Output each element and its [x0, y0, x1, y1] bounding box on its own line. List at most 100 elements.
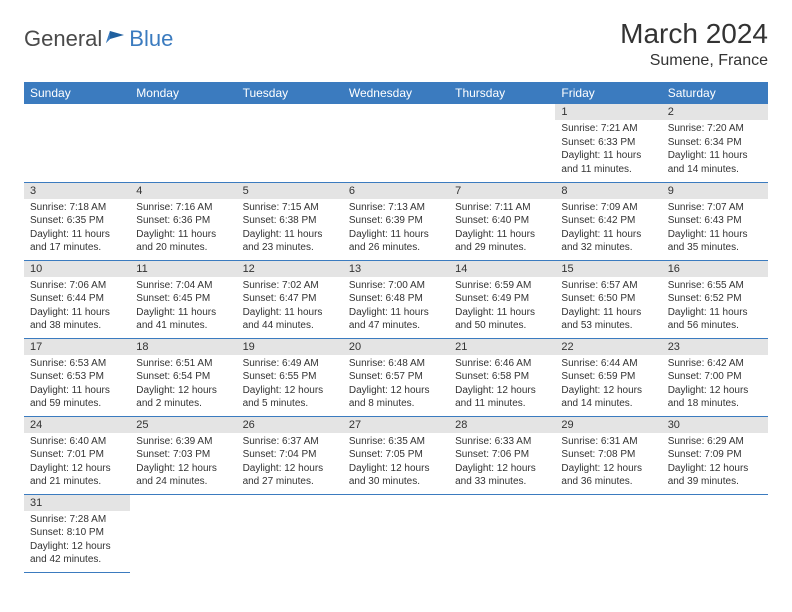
daylight-text: and 53 minutes.: [561, 319, 655, 333]
day-content: Sunrise: 6:57 AMSunset: 6:50 PMDaylight:…: [555, 277, 661, 337]
day-number: 29: [555, 417, 661, 433]
day-content: Sunrise: 6:29 AMSunset: 7:09 PMDaylight:…: [662, 433, 768, 493]
daylight-text: Daylight: 11 hours: [136, 228, 230, 242]
daylight-text: and 47 minutes.: [349, 319, 443, 333]
daylight-text: Daylight: 11 hours: [561, 306, 655, 320]
calendar-week-row: 3Sunrise: 7:18 AMSunset: 6:35 PMDaylight…: [24, 182, 768, 260]
day-content: Sunrise: 6:33 AMSunset: 7:06 PMDaylight:…: [449, 433, 555, 493]
calendar-day-cell: 11Sunrise: 7:04 AMSunset: 6:45 PMDayligh…: [130, 260, 236, 338]
daylight-text: and 11 minutes.: [455, 397, 549, 411]
sunset-text: Sunset: 6:49 PM: [455, 292, 549, 306]
day-content: Sunrise: 7:02 AMSunset: 6:47 PMDaylight:…: [237, 277, 343, 337]
sunrise-text: Sunrise: 6:31 AM: [561, 435, 655, 449]
day-content: Sunrise: 6:53 AMSunset: 6:53 PMDaylight:…: [24, 355, 130, 415]
daylight-text: and 24 minutes.: [136, 475, 230, 489]
sunset-text: Sunset: 6:38 PM: [243, 214, 337, 228]
day-number: 17: [24, 339, 130, 355]
day-number: 7: [449, 183, 555, 199]
day-number: 30: [662, 417, 768, 433]
sunset-text: Sunset: 7:09 PM: [668, 448, 762, 462]
sunset-text: Sunset: 7:08 PM: [561, 448, 655, 462]
day-content: Sunrise: 6:37 AMSunset: 7:04 PMDaylight:…: [237, 433, 343, 493]
day-content: Sunrise: 7:20 AMSunset: 6:34 PMDaylight:…: [662, 120, 768, 180]
calendar-empty-cell: [237, 494, 343, 572]
sunset-text: Sunset: 6:58 PM: [455, 370, 549, 384]
daylight-text: Daylight: 11 hours: [668, 149, 762, 163]
daylight-text: and 8 minutes.: [349, 397, 443, 411]
day-content: Sunrise: 6:46 AMSunset: 6:58 PMDaylight:…: [449, 355, 555, 415]
daylight-text: Daylight: 11 hours: [668, 228, 762, 242]
daylight-text: and 56 minutes.: [668, 319, 762, 333]
sunset-text: Sunset: 6:45 PM: [136, 292, 230, 306]
daylight-text: and 14 minutes.: [561, 397, 655, 411]
day-content: Sunrise: 7:06 AMSunset: 6:44 PMDaylight:…: [24, 277, 130, 337]
calendar-empty-cell: [555, 494, 661, 572]
day-number: 2: [662, 104, 768, 120]
calendar-empty-cell: [449, 494, 555, 572]
calendar-empty-cell: [662, 494, 768, 572]
day-content: Sunrise: 6:42 AMSunset: 7:00 PMDaylight:…: [662, 355, 768, 415]
sunset-text: Sunset: 6:44 PM: [30, 292, 124, 306]
daylight-text: Daylight: 12 hours: [455, 384, 549, 398]
daylight-text: Daylight: 12 hours: [668, 384, 762, 398]
day-number: 9: [662, 183, 768, 199]
sunset-text: Sunset: 7:05 PM: [349, 448, 443, 462]
day-content: Sunrise: 6:55 AMSunset: 6:52 PMDaylight:…: [662, 277, 768, 337]
day-content: Sunrise: 6:49 AMSunset: 6:55 PMDaylight:…: [237, 355, 343, 415]
day-number: 26: [237, 417, 343, 433]
sunset-text: Sunset: 6:42 PM: [561, 214, 655, 228]
sunset-text: Sunset: 6:52 PM: [668, 292, 762, 306]
daylight-text: and 21 minutes.: [30, 475, 124, 489]
calendar-week-row: 24Sunrise: 6:40 AMSunset: 7:01 PMDayligh…: [24, 416, 768, 494]
day-number: 6: [343, 183, 449, 199]
sunrise-text: Sunrise: 6:55 AM: [668, 279, 762, 293]
day-content: Sunrise: 7:16 AMSunset: 6:36 PMDaylight:…: [130, 199, 236, 259]
day-content: Sunrise: 6:39 AMSunset: 7:03 PMDaylight:…: [130, 433, 236, 493]
daylight-text: Daylight: 11 hours: [136, 306, 230, 320]
sunrise-text: Sunrise: 7:15 AM: [243, 201, 337, 215]
sunset-text: Sunset: 6:34 PM: [668, 136, 762, 150]
daylight-text: and 20 minutes.: [136, 241, 230, 255]
sunrise-text: Sunrise: 6:46 AM: [455, 357, 549, 371]
sunrise-text: Sunrise: 7:04 AM: [136, 279, 230, 293]
calendar-day-cell: 28Sunrise: 6:33 AMSunset: 7:06 PMDayligh…: [449, 416, 555, 494]
day-content: Sunrise: 7:18 AMSunset: 6:35 PMDaylight:…: [24, 199, 130, 259]
day-number: 15: [555, 261, 661, 277]
daylight-text: and 27 minutes.: [243, 475, 337, 489]
daylight-text: and 5 minutes.: [243, 397, 337, 411]
day-number: 23: [662, 339, 768, 355]
sunrise-text: Sunrise: 6:42 AM: [668, 357, 762, 371]
sunrise-text: Sunrise: 7:21 AM: [561, 122, 655, 136]
sunrise-text: Sunrise: 6:53 AM: [30, 357, 124, 371]
calendar-day-cell: 21Sunrise: 6:46 AMSunset: 6:58 PMDayligh…: [449, 338, 555, 416]
calendar-empty-cell: [24, 104, 130, 182]
calendar-week-row: 31Sunrise: 7:28 AMSunset: 8:10 PMDayligh…: [24, 494, 768, 572]
day-content: Sunrise: 7:28 AMSunset: 8:10 PMDaylight:…: [24, 511, 130, 571]
day-content: Sunrise: 7:21 AMSunset: 6:33 PMDaylight:…: [555, 120, 661, 180]
daylight-text: and 44 minutes.: [243, 319, 337, 333]
title-block: March 2024 Sumene, France: [620, 18, 768, 70]
sunrise-text: Sunrise: 6:49 AM: [243, 357, 337, 371]
daylight-text: Daylight: 12 hours: [349, 462, 443, 476]
sunset-text: Sunset: 7:01 PM: [30, 448, 124, 462]
day-number: 3: [24, 183, 130, 199]
location: Sumene, France: [620, 52, 768, 70]
calendar-empty-cell: [237, 104, 343, 182]
sunset-text: Sunset: 7:03 PM: [136, 448, 230, 462]
sunrise-text: Sunrise: 6:51 AM: [136, 357, 230, 371]
day-content: Sunrise: 6:51 AMSunset: 6:54 PMDaylight:…: [130, 355, 236, 415]
calendar-day-cell: 7Sunrise: 7:11 AMSunset: 6:40 PMDaylight…: [449, 182, 555, 260]
daylight-text: Daylight: 12 hours: [243, 462, 337, 476]
weekday-header: Wednesday: [343, 82, 449, 104]
sunset-text: Sunset: 8:10 PM: [30, 526, 124, 540]
sunset-text: Sunset: 6:39 PM: [349, 214, 443, 228]
calendar-empty-cell: [130, 494, 236, 572]
daylight-text: and 17 minutes.: [30, 241, 124, 255]
sunset-text: Sunset: 6:48 PM: [349, 292, 443, 306]
calendar-day-cell: 17Sunrise: 6:53 AMSunset: 6:53 PMDayligh…: [24, 338, 130, 416]
daylight-text: and 26 minutes.: [349, 241, 443, 255]
sunrise-text: Sunrise: 6:48 AM: [349, 357, 443, 371]
sunrise-text: Sunrise: 6:37 AM: [243, 435, 337, 449]
daylight-text: Daylight: 12 hours: [561, 384, 655, 398]
weekday-header: Thursday: [449, 82, 555, 104]
